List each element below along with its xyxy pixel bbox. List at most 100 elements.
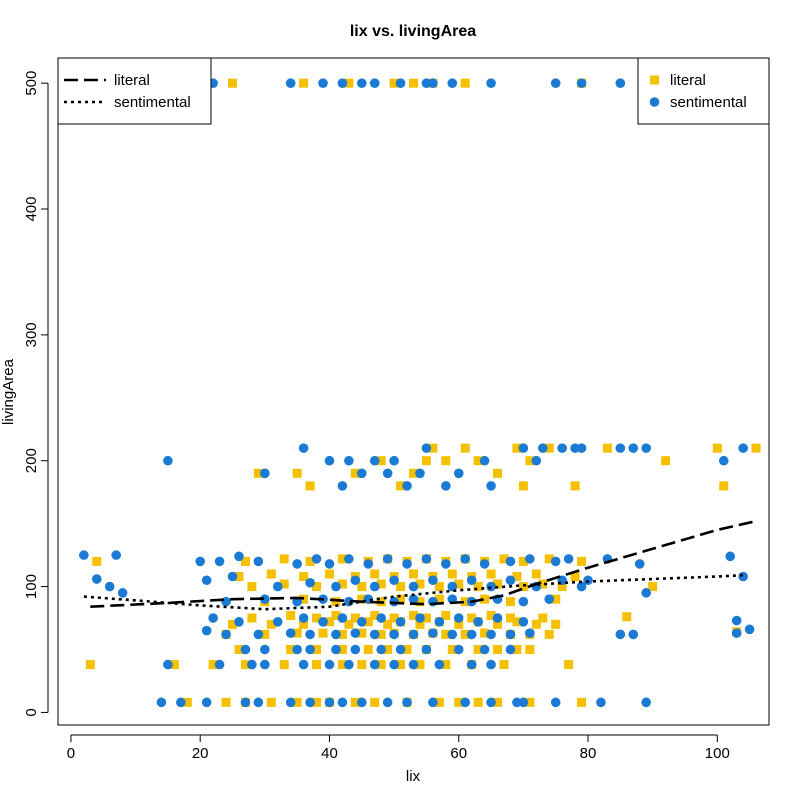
- point-sentimental: [453, 644, 464, 655]
- point-sentimental: [117, 588, 128, 598]
- point-literal: [538, 579, 548, 589]
- point-sentimental: [382, 468, 393, 479]
- point-sentimental: [356, 697, 367, 708]
- point-literal: [344, 619, 354, 629]
- point-sentimental: [615, 443, 626, 453]
- point-sentimental: [731, 628, 742, 638]
- point-sentimental: [195, 556, 205, 567]
- point-literal: [337, 644, 347, 654]
- point-sentimental: [421, 644, 432, 655]
- point-sentimental: [369, 659, 380, 670]
- point-literal: [370, 569, 380, 579]
- point-sentimental: [369, 455, 380, 466]
- point-literal: [473, 644, 483, 654]
- plot-area: [79, 78, 761, 708]
- point-literal: [454, 579, 464, 589]
- point-sentimental: [201, 697, 212, 708]
- point-literal: [318, 628, 328, 638]
- point-sentimental: [402, 697, 412, 708]
- point-sentimental: [79, 550, 89, 560]
- point-sentimental: [389, 575, 399, 586]
- point-literal: [389, 78, 399, 88]
- point-literal: [253, 468, 263, 478]
- point-sentimental: [227, 571, 238, 582]
- point-literal: [441, 456, 451, 466]
- point-sentimental: [163, 455, 173, 466]
- chart-title: lix vs. livingArea: [350, 23, 476, 40]
- point-literal: [286, 611, 296, 621]
- point-sentimental: [550, 78, 561, 88]
- point-literal: [486, 569, 496, 579]
- point-literal: [312, 644, 322, 654]
- point-literal: [228, 619, 238, 629]
- point-sentimental: [518, 697, 529, 708]
- point-sentimental: [324, 697, 335, 708]
- point-literal: [85, 660, 95, 670]
- point-literal: [544, 629, 554, 639]
- point-literal: [421, 456, 431, 466]
- point-sentimental: [479, 455, 490, 466]
- point-sentimental: [382, 554, 393, 564]
- point-literal: [357, 582, 367, 592]
- legend-lines-box: [57, 57, 212, 125]
- y-tick-label: 0: [23, 708, 40, 716]
- point-sentimental: [253, 697, 264, 708]
- point-sentimental: [395, 644, 406, 655]
- point-literal: [234, 644, 244, 654]
- point-literal: [460, 597, 470, 607]
- point-literal: [454, 697, 464, 707]
- point-literal: [441, 660, 451, 670]
- point-sentimental: [201, 575, 212, 586]
- point-literal: [473, 697, 483, 707]
- point-sentimental: [408, 629, 419, 640]
- point-literal: [396, 660, 406, 670]
- point-literal: [434, 697, 444, 707]
- point-sentimental: [331, 644, 341, 655]
- point-literal: [350, 697, 360, 707]
- point-sentimental: [628, 629, 639, 640]
- point-sentimental: [479, 559, 490, 569]
- y-tick-label: 500: [23, 71, 40, 96]
- legend-marker-literal: [650, 75, 659, 85]
- legend-line-label-literal: literal: [114, 72, 150, 89]
- point-literal: [454, 619, 464, 629]
- point-sentimental: [234, 551, 244, 562]
- point-sentimental: [285, 628, 296, 638]
- point-sentimental: [324, 659, 335, 670]
- point-sentimental: [550, 697, 561, 708]
- point-sentimental: [402, 559, 412, 569]
- point-literal: [370, 697, 380, 707]
- point-sentimental: [201, 625, 212, 636]
- point-literal: [383, 619, 393, 629]
- point-literal: [544, 443, 554, 453]
- point-literal: [441, 611, 451, 621]
- point-literal: [337, 660, 347, 670]
- point-literal: [376, 660, 386, 670]
- point-sentimental: [596, 697, 606, 708]
- point-sentimental: [350, 575, 361, 586]
- point-sentimental: [441, 559, 451, 569]
- point-sentimental: [176, 697, 186, 708]
- point-sentimental: [738, 443, 748, 453]
- point-literal: [337, 629, 347, 639]
- point-literal: [363, 617, 373, 627]
- point-sentimental: [363, 559, 374, 569]
- y-axis-title: livingArea: [0, 358, 17, 425]
- point-literal: [531, 569, 541, 579]
- point-sentimental: [486, 697, 496, 708]
- point-sentimental: [382, 697, 393, 708]
- point-sentimental: [356, 617, 367, 627]
- point-literal: [305, 481, 315, 491]
- point-sentimental: [421, 443, 432, 453]
- point-literal: [331, 611, 341, 621]
- point-literal: [480, 628, 490, 638]
- point-literal: [234, 571, 244, 581]
- point-literal: [512, 644, 522, 654]
- point-literal: [415, 579, 425, 589]
- point-literal: [376, 579, 386, 589]
- point-literal: [421, 613, 431, 623]
- point-sentimental: [641, 697, 651, 708]
- point-sentimental: [486, 481, 496, 491]
- point-sentimental: [104, 581, 115, 592]
- point-literal: [409, 611, 418, 621]
